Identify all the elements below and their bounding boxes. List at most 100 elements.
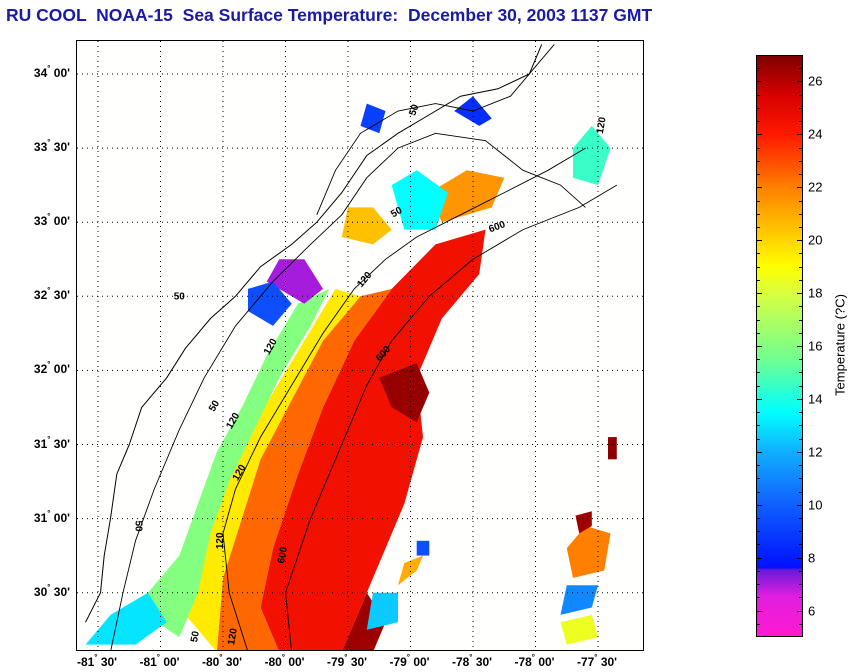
label-minutes: 00' — [50, 362, 70, 377]
longitude-label: -81° 30' — [77, 653, 117, 669]
degree-symbol: ° — [47, 286, 51, 296]
longitude-label: -79° 00' — [389, 653, 430, 669]
isobath-50-outer — [316, 44, 555, 215]
colorbar-tick-mark — [756, 610, 762, 612]
label-degrees: 32 — [33, 288, 48, 303]
label-minutes: 00' — [410, 655, 430, 669]
colorbar-tick-mark — [756, 226, 760, 228]
colorbar-tick-mark — [799, 279, 803, 281]
label-degrees: -78 — [514, 655, 532, 669]
label-degrees: -78 — [451, 655, 470, 669]
latitude-label: 31° 30' — [34, 434, 70, 451]
colorbar-tick-mark — [756, 570, 760, 572]
colorbar-tick-mark — [799, 623, 803, 625]
degree-symbol: ° — [47, 434, 51, 444]
label-minutes: 00' — [160, 655, 180, 669]
colorbar-tick-mark — [756, 425, 760, 427]
sst-map[interactable]: 50 50 50 50 50 50 120 120 120 120 120 120 120 600 600 6… — [76, 40, 644, 651]
longitude-label: -79° 30' — [326, 653, 368, 669]
longitude-label: -78° 00' — [514, 653, 554, 669]
degree-symbol: ° — [47, 138, 51, 148]
colorbar-tick-label: 14 — [808, 391, 823, 407]
colorbar-tick-mark — [797, 346, 803, 347]
colorbar-tick-mark — [799, 200, 803, 202]
sst-patch-nearshore-blue — [248, 281, 292, 326]
colorbar-tick-mark — [756, 451, 762, 453]
label-minutes: 00' — [50, 214, 70, 229]
colorbar-tick-mark — [799, 160, 803, 162]
colorbar-label: Temperature (?C) — [832, 294, 848, 396]
colorbar-tick-mark — [799, 253, 803, 255]
longitude-label: -78° 30' — [451, 653, 492, 669]
colorbar-tick-mark — [756, 465, 760, 467]
colorbar-tick-mark — [799, 68, 803, 70]
colorbar-tick-mark — [756, 584, 760, 586]
sst-patch-mid-blue — [416, 540, 430, 556]
colorbar-tick-mark — [756, 213, 760, 215]
label-degrees: -79 — [326, 655, 345, 669]
colorbar-tick-mark — [799, 226, 803, 228]
chart-title: RU COOL NOAA-15 Sea Surface Temperature:… — [6, 5, 653, 25]
colorbar-tick-mark — [756, 319, 760, 321]
isobath-label: 120 — [595, 116, 609, 135]
colorbar-tick-label: 22 — [808, 179, 823, 195]
label-minutes: 30' — [50, 140, 70, 155]
colorbar-tick-mark — [797, 81, 803, 83]
latitude-label: 33° 30' — [34, 138, 70, 155]
colorbar-tick-mark — [799, 359, 803, 361]
colorbar-tick-mark — [799, 107, 803, 109]
colorbar-tick-mark — [756, 121, 760, 123]
colorbar-tick-mark — [799, 266, 803, 268]
sst-patch-shelf-north-orange — [429, 170, 505, 223]
sst-patch-se-orange — [566, 526, 611, 578]
colorbar-tick-mark — [799, 213, 803, 215]
sst-patch-se-yellow — [560, 614, 598, 645]
colorbar-tick-mark — [756, 94, 760, 96]
sst-patch-shelf-north-cyan — [391, 170, 448, 230]
degree-symbol: ° — [594, 653, 598, 662]
colorbar-tick-mark — [799, 147, 803, 149]
colorbar-tick-mark — [797, 398, 803, 400]
degree-symbol: ° — [47, 360, 51, 370]
degree-symbol: ° — [344, 653, 348, 662]
colorbar-tick-mark — [756, 306, 760, 308]
label-minutes: 30' — [50, 288, 70, 303]
colorbar-tick-mark — [756, 385, 760, 387]
label-minutes: 30' — [347, 655, 368, 669]
longitude-label: -81° 00' — [139, 653, 180, 669]
isobath-label: 50 — [189, 630, 202, 643]
colorbar-tick-mark — [799, 412, 803, 414]
latitude-label: 33° 00' — [33, 212, 70, 229]
colorbar-tick-mark — [799, 597, 803, 599]
colorbar-tick-mark — [756, 240, 762, 242]
degree-symbol: ° — [156, 653, 160, 662]
colorbar-tick-mark — [799, 478, 803, 480]
colorbar-tick-mark — [756, 107, 760, 109]
colorbar-tick-mark — [756, 81, 762, 83]
isobath-label: 50 — [407, 103, 421, 118]
label-degrees: 33 — [33, 214, 48, 229]
sst-patch-shelf-orange — [216, 288, 392, 650]
colorbar-tick-mark — [799, 121, 803, 123]
latitude-label: 34° 00' — [34, 64, 70, 80]
colorbar-tick-mark — [756, 478, 760, 480]
colorbar-tick-mark — [756, 412, 760, 414]
isobath-label: 120 — [215, 532, 226, 549]
map-canvas: 5050505050501201201201201201201206006006… — [77, 41, 643, 650]
colorbar-tick-mark — [756, 174, 760, 176]
latitude-label: 30° 30' — [34, 583, 70, 599]
colorbar-tick-mark — [756, 597, 760, 599]
colorbar-tick-label: 8 — [808, 550, 816, 566]
colorbar-tick-mark — [799, 491, 803, 493]
isobath-label: 600 — [487, 219, 507, 235]
degree-symbol: ° — [406, 653, 410, 662]
colorbar-tick-mark — [799, 94, 803, 96]
sst-patch-se-blue — [560, 585, 598, 615]
colorbar-tick-mark — [756, 187, 762, 189]
colorbar-tick-mark — [799, 332, 803, 334]
colorbar-tick-mark — [756, 504, 762, 506]
colorbar-tick-mark — [756, 293, 762, 295]
sst-patch-se-darkred — [575, 511, 592, 534]
colorbar-tick-mark — [797, 451, 803, 453]
colorbar-tick-mark — [799, 531, 803, 533]
